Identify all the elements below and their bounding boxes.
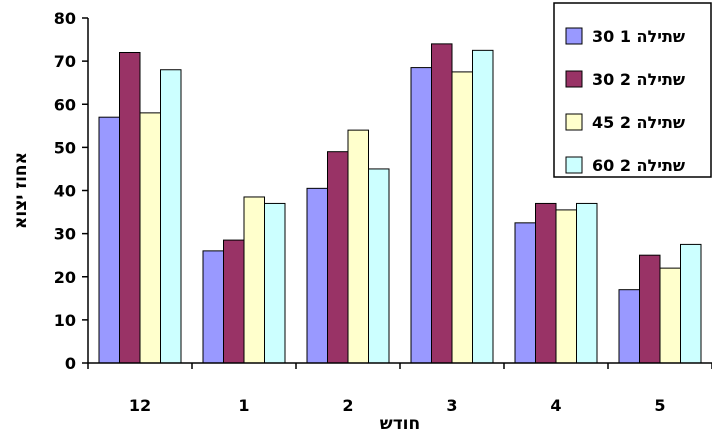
legend-label-series-1: שתילה 1 30 bbox=[592, 27, 685, 46]
x-tick-label: 3 bbox=[446, 396, 457, 415]
bar-series-4-cat-1 bbox=[264, 202, 286, 364]
bar-series-3-cat-4 bbox=[555, 209, 577, 364]
x-tick-label: 4 bbox=[550, 396, 561, 415]
bar-series-3-cat-1 bbox=[243, 196, 265, 364]
y-axis-title: אחוז יצוא bbox=[11, 152, 31, 229]
legend-swatch-series-4 bbox=[565, 156, 583, 174]
legend-label-series-3: שתילה 2 45 bbox=[592, 113, 685, 132]
bar-series-1-cat-3 bbox=[410, 67, 432, 364]
x-axis-title: חודש bbox=[380, 414, 420, 434]
x-tick-label: 12 bbox=[129, 396, 151, 415]
bar-series-1-cat-1 bbox=[202, 250, 224, 364]
bar-series-1-cat-5 bbox=[618, 289, 640, 364]
bar-series-3-cat-2 bbox=[347, 129, 369, 364]
legend-swatch-series-2 bbox=[565, 70, 583, 88]
bar-series-3-cat-3 bbox=[451, 71, 473, 364]
x-tick-label: 2 bbox=[342, 396, 353, 415]
y-tick-label: 20 bbox=[54, 268, 76, 287]
legend-swatch-series-3 bbox=[565, 113, 583, 131]
bar-series-3-cat-12 bbox=[139, 112, 161, 364]
y-tick-label: 40 bbox=[54, 182, 76, 201]
bar-series-4-cat-5 bbox=[680, 243, 702, 364]
y-tick-label: 60 bbox=[54, 95, 76, 114]
y-tick-label: 30 bbox=[54, 225, 76, 244]
y-tick-label: 10 bbox=[54, 311, 76, 330]
y-tick-label: 80 bbox=[54, 9, 76, 28]
y-tick-label: 50 bbox=[54, 138, 76, 157]
y-tick-label: 0 bbox=[65, 354, 76, 373]
bar-series-2-cat-4 bbox=[535, 202, 557, 364]
bar-series-2-cat-1 bbox=[223, 239, 245, 364]
bar-series-1-cat-2 bbox=[306, 187, 328, 364]
bar-series-4-cat-12 bbox=[160, 69, 182, 364]
bar-series-2-cat-12 bbox=[119, 52, 141, 364]
bar-series-2-cat-3 bbox=[431, 43, 453, 364]
bar-series-4-cat-2 bbox=[368, 168, 390, 364]
y-tick-label: 70 bbox=[54, 52, 76, 71]
legend-label-series-4: שתילה 2 60 bbox=[592, 156, 685, 175]
bar-series-1-cat-4 bbox=[514, 222, 536, 364]
bar-series-4-cat-4 bbox=[576, 202, 598, 364]
bar-series-3-cat-5 bbox=[659, 267, 681, 364]
bar-series-1-cat-12 bbox=[98, 116, 120, 364]
bar-series-4-cat-3 bbox=[472, 49, 494, 364]
legend: שתילה 1 30 שתילה 2 30 שתילה 2 45 שתילה 2 60 bbox=[553, 2, 712, 178]
legend-label-series-2: שתילה 2 30 bbox=[592, 70, 685, 89]
bars-group bbox=[98, 43, 702, 364]
bar-series-2-cat-5 bbox=[639, 254, 661, 364]
legend-swatch-series-1 bbox=[565, 27, 583, 45]
x-tick-label: 5 bbox=[654, 396, 665, 415]
x-tick-label: 1 bbox=[238, 396, 249, 415]
bar-series-2-cat-2 bbox=[327, 151, 349, 364]
